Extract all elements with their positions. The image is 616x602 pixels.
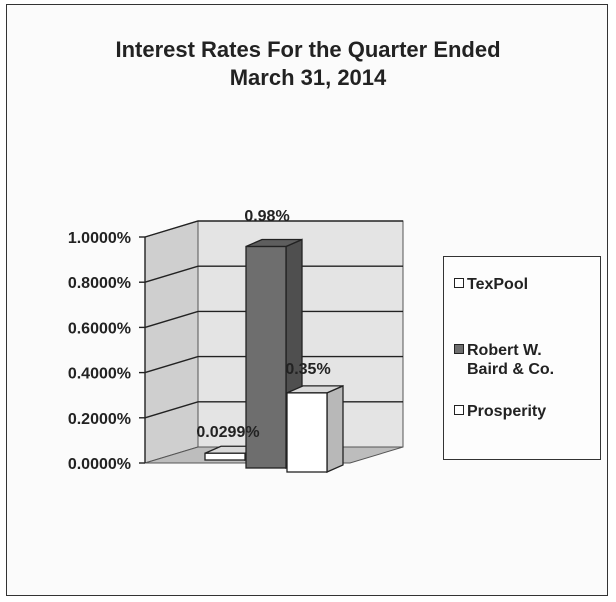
gridline (144, 265, 403, 283)
gridline (144, 355, 403, 374)
bar-3 (286, 384, 344, 473)
y-tick-label: 0.4000% (68, 366, 131, 383)
y-tick-label: 0.6000% (68, 320, 131, 337)
legend-label: Robert W. Baird & Co. (467, 341, 554, 379)
legend-label-line: Prosperity (467, 403, 547, 420)
legend-label-line: Baird & Co. (467, 361, 555, 378)
y-tick-label: 0.8000% (68, 275, 131, 292)
data-label: 0.98% (244, 208, 289, 225)
legend-label-line: TexPool (467, 276, 529, 293)
legend-label: TexPool (467, 275, 528, 294)
bar-front (245, 245, 287, 469)
y-tick-label: 0.2000% (68, 411, 131, 428)
legend-item: TexPool (454, 275, 528, 294)
legend-label: Prosperity (467, 402, 546, 421)
side-wall (144, 220, 199, 464)
legend-swatch (454, 405, 464, 415)
legend-swatch (454, 278, 464, 288)
gridline (144, 310, 403, 329)
data-label: 0.35% (285, 361, 330, 378)
legend-item: Robert W. Baird & Co. (454, 341, 554, 379)
chart-legend: TexPool Robert W. Baird & Co. Prosperity (443, 256, 601, 460)
legend-swatch (454, 344, 464, 354)
legend-item: Prosperity (454, 402, 546, 421)
y-tick-label: 1.0000% (68, 230, 131, 247)
chart-title: Interest Rates For the Quarter Ended Mar… (0, 36, 616, 92)
chart-title-line-1: Interest Rates For the Quarter Ended (115, 37, 501, 62)
gridline (144, 220, 403, 238)
bar-front (286, 392, 328, 473)
legend-label-line: Robert W. (467, 342, 542, 359)
data-label: 0.0299% (196, 424, 259, 441)
y-tick-label: 0.0000% (68, 456, 131, 473)
chart-title-line-2: March 31, 2014 (229, 65, 387, 90)
bar-side (326, 384, 344, 473)
bar-front (204, 452, 246, 461)
